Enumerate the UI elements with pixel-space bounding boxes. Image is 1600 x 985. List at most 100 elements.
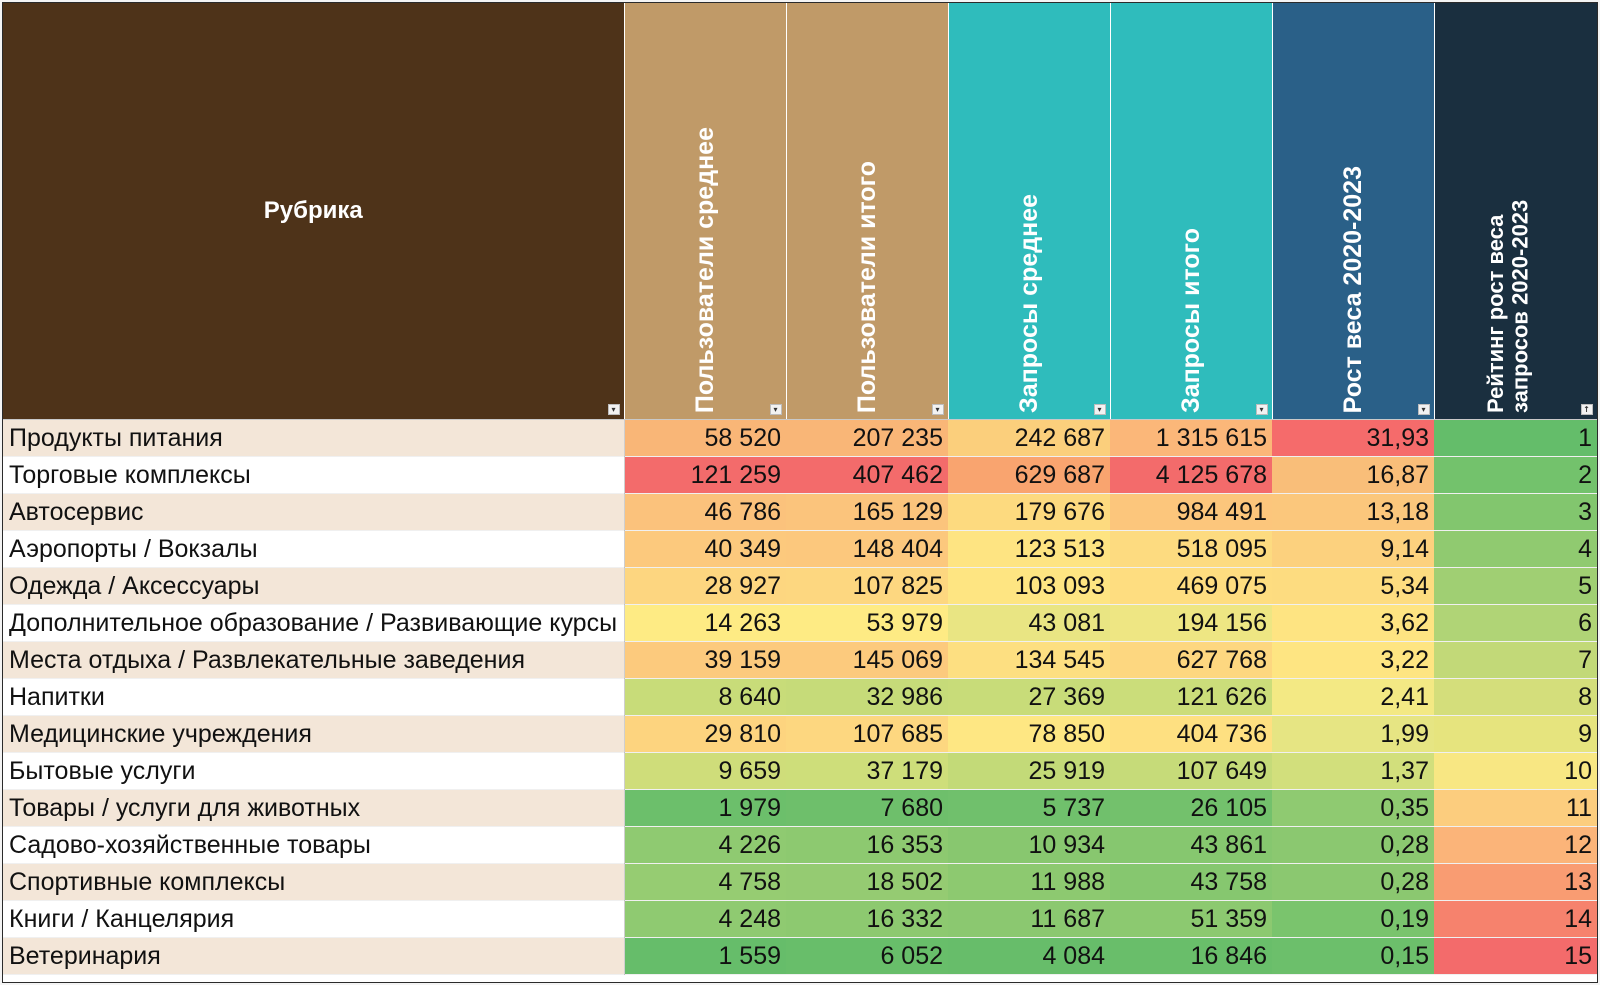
filter-dropdown-icon[interactable]: ▾ — [607, 404, 620, 415]
weight-growth-cell[interactable]: 31,93 — [1272, 419, 1434, 457]
rating-cell[interactable]: 7 — [1434, 641, 1597, 679]
queries-avg-cell[interactable]: 27 369 — [948, 678, 1110, 716]
users-total-cell[interactable]: 7 680 — [786, 789, 948, 827]
users-avg-cell[interactable]: 9 659 — [624, 752, 786, 790]
rubric-cell[interactable]: Аэропорты / Вокзалы — [3, 530, 625, 568]
users-total-cell[interactable]: 407 462 — [786, 456, 948, 494]
rating-cell[interactable]: 9 — [1434, 715, 1597, 753]
weight-growth-cell[interactable]: 3,22 — [1272, 641, 1434, 679]
rubric-cell[interactable]: Напитки — [3, 678, 625, 716]
rubric-cell[interactable]: Автосервис — [3, 493, 625, 531]
filter-dropdown-icon[interactable]: ▾ — [1417, 404, 1430, 415]
users-avg-cell[interactable]: 4 248 — [624, 900, 786, 938]
rating-cell[interactable]: 10 — [1434, 752, 1597, 790]
rubric-cell[interactable]: Медицинские учреждения — [3, 715, 625, 753]
queries-total-cell[interactable]: 984 491 — [1110, 493, 1272, 531]
filter-dropdown-icon[interactable]: ▾ — [769, 404, 782, 415]
weight-growth-cell[interactable]: 0,28 — [1272, 863, 1434, 901]
users-avg-cell[interactable]: 46 786 — [624, 493, 786, 531]
users-total-cell[interactable]: 16 353 — [786, 826, 948, 864]
rubric-cell[interactable]: Торговые комплексы — [3, 456, 625, 494]
sort-ascending-filter-icon[interactable]: ↑ — [1580, 404, 1593, 415]
queries-avg-cell[interactable]: 242 687 — [948, 419, 1110, 457]
rubric-cell[interactable]: Места отдыха / Развлекательные заведения — [3, 641, 625, 679]
users-avg-cell[interactable]: 4 758 — [624, 863, 786, 901]
rating-cell[interactable]: 12 — [1434, 826, 1597, 864]
users-avg-cell[interactable]: 39 159 — [624, 641, 786, 679]
rating-cell[interactable]: 14 — [1434, 900, 1597, 938]
rubric-cell[interactable]: Книги / Канцелярия — [3, 900, 625, 938]
users-avg-cell[interactable]: 29 810 — [624, 715, 786, 753]
filter-dropdown-icon[interactable]: ▾ — [1093, 404, 1106, 415]
queries-total-cell[interactable]: 1 315 615 — [1110, 419, 1272, 457]
rating-cell[interactable]: 11 — [1434, 789, 1597, 827]
weight-growth-cell[interactable]: 0,35 — [1272, 789, 1434, 827]
rubric-cell[interactable]: Садово-хозяйственные товары — [3, 826, 625, 864]
users-total-cell[interactable]: 207 235 — [786, 419, 948, 457]
weight-growth-cell[interactable]: 16,87 — [1272, 456, 1434, 494]
rating-cell[interactable]: 5 — [1434, 567, 1597, 605]
users-avg-cell[interactable]: 28 927 — [624, 567, 786, 605]
weight-growth-cell[interactable]: 1,99 — [1272, 715, 1434, 753]
queries-total-cell[interactable]: 469 075 — [1110, 567, 1272, 605]
users-avg-cell[interactable]: 58 520 — [624, 419, 786, 457]
queries-avg-cell[interactable]: 43 081 — [948, 604, 1110, 642]
rubric-cell[interactable]: Товары / услуги для животных — [3, 789, 625, 827]
rating-cell[interactable]: 13 — [1434, 863, 1597, 901]
users-total-cell[interactable]: 145 069 — [786, 641, 948, 679]
users-avg-cell[interactable]: 121 259 — [624, 456, 786, 494]
users-avg-cell[interactable]: 1 559 — [624, 937, 786, 975]
users-total-cell[interactable]: 165 129 — [786, 493, 948, 531]
rubric-cell[interactable]: Ветеринария — [3, 937, 625, 975]
queries-avg-cell[interactable]: 4 084 — [948, 937, 1110, 975]
rating-cell[interactable]: 1 — [1434, 419, 1597, 457]
queries-avg-cell[interactable]: 134 545 — [948, 641, 1110, 679]
queries-total-cell[interactable]: 518 095 — [1110, 530, 1272, 568]
rating-cell[interactable]: 8 — [1434, 678, 1597, 716]
queries-total-cell[interactable]: 26 105 — [1110, 789, 1272, 827]
queries-total-cell[interactable]: 16 846 — [1110, 937, 1272, 975]
rating-cell[interactable]: 4 — [1434, 530, 1597, 568]
users-total-cell[interactable]: 53 979 — [786, 604, 948, 642]
users-avg-cell[interactable]: 40 349 — [624, 530, 786, 568]
rating-cell[interactable]: 3 — [1434, 493, 1597, 531]
weight-growth-cell[interactable]: 1,37 — [1272, 752, 1434, 790]
queries-total-cell[interactable]: 194 156 — [1110, 604, 1272, 642]
users-total-cell[interactable]: 16 332 — [786, 900, 948, 938]
queries-avg-cell[interactable]: 11 988 — [948, 863, 1110, 901]
queries-total-cell[interactable]: 107 649 — [1110, 752, 1272, 790]
queries-avg-cell[interactable]: 11 687 — [948, 900, 1110, 938]
queries-total-cell[interactable]: 43 758 — [1110, 863, 1272, 901]
rubric-cell[interactable]: Спортивные комплексы — [3, 863, 625, 901]
rating-cell[interactable]: 15 — [1434, 937, 1597, 975]
weight-growth-cell[interactable]: 13,18 — [1272, 493, 1434, 531]
users-avg-cell[interactable]: 8 640 — [624, 678, 786, 716]
rubric-cell[interactable]: Бытовые услуги — [3, 752, 625, 790]
queries-avg-cell[interactable]: 78 850 — [948, 715, 1110, 753]
users-total-cell[interactable]: 6 052 — [786, 937, 948, 975]
queries-total-cell[interactable]: 404 736 — [1110, 715, 1272, 753]
queries-total-cell[interactable]: 43 861 — [1110, 826, 1272, 864]
weight-growth-cell[interactable]: 3,62 — [1272, 604, 1434, 642]
users-total-cell[interactable]: 107 685 — [786, 715, 948, 753]
users-total-cell[interactable]: 148 404 — [786, 530, 948, 568]
filter-dropdown-icon[interactable]: ▾ — [1255, 404, 1268, 415]
queries-avg-cell[interactable]: 103 093 — [948, 567, 1110, 605]
users-total-cell[interactable]: 18 502 — [786, 863, 948, 901]
users-total-cell[interactable]: 37 179 — [786, 752, 948, 790]
weight-growth-cell[interactable]: 0,19 — [1272, 900, 1434, 938]
users-avg-cell[interactable]: 1 979 — [624, 789, 786, 827]
users-total-cell[interactable]: 107 825 — [786, 567, 948, 605]
rubric-cell[interactable]: Дополнительное образование / Развивающие… — [3, 604, 625, 642]
queries-total-cell[interactable]: 51 359 — [1110, 900, 1272, 938]
queries-avg-cell[interactable]: 123 513 — [948, 530, 1110, 568]
rating-cell[interactable]: 2 — [1434, 456, 1597, 494]
queries-avg-cell[interactable]: 25 919 — [948, 752, 1110, 790]
users-avg-cell[interactable]: 4 226 — [624, 826, 786, 864]
rubric-cell[interactable]: Одежда / Аксессуары — [3, 567, 625, 605]
queries-total-cell[interactable]: 121 626 — [1110, 678, 1272, 716]
queries-avg-cell[interactable]: 5 737 — [948, 789, 1110, 827]
queries-total-cell[interactable]: 627 768 — [1110, 641, 1272, 679]
weight-growth-cell[interactable]: 5,34 — [1272, 567, 1434, 605]
rubric-cell[interactable]: Продукты питания — [3, 419, 625, 457]
